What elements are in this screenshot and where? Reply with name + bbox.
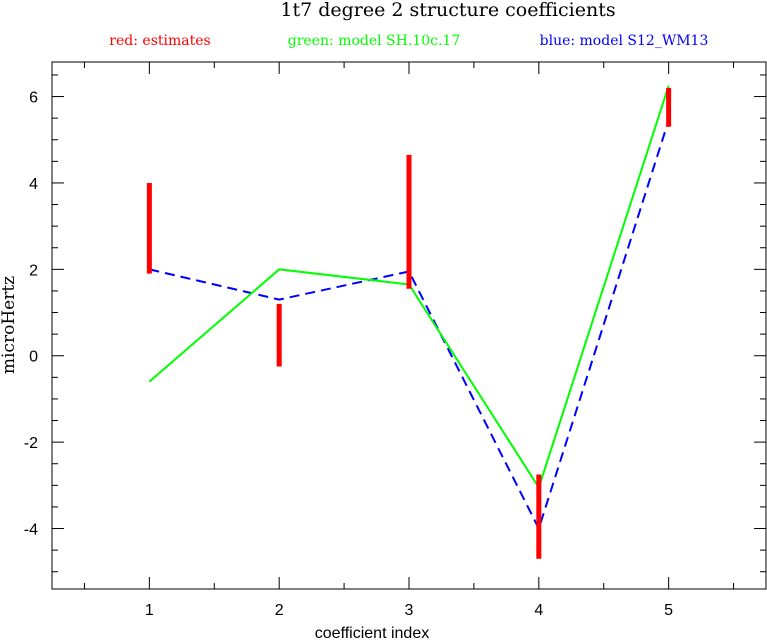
- axis-ticks: [52, 62, 766, 589]
- plot-frame: [51, 61, 767, 590]
- y-tick-label: 0: [29, 349, 38, 366]
- legend-green: green: model SH.10c.17: [288, 33, 460, 49]
- blue-model-line: [149, 120, 670, 532]
- series-blue-line: [149, 120, 670, 532]
- y-tick-label: 6: [29, 90, 38, 107]
- chart-title: 1t7 degree 2 structure coefficients: [280, 0, 615, 21]
- y-tick-label: 2: [29, 262, 38, 279]
- x-tick-label: 1: [145, 602, 154, 619]
- y-tick-label: -4: [24, 522, 38, 539]
- x-tick-label: 2: [275, 602, 284, 619]
- x-tick-label: 4: [534, 602, 543, 619]
- y-tick-label: -2: [24, 435, 38, 452]
- x-tick-labels: 1 2 3 4 5: [145, 602, 673, 619]
- y-tick-label: 4: [29, 176, 38, 193]
- x-tick-label: 3: [405, 602, 414, 619]
- legend-blue: blue: model S12_WM13: [540, 33, 709, 49]
- series-red-errorbars: [146, 87, 672, 559]
- x-axis-label: coefficient index: [315, 625, 429, 641]
- y-tick-labels: -4 -2 0 2 4 6: [24, 90, 38, 539]
- y-axis-label: microHertz: [0, 276, 19, 374]
- x-tick-label: 5: [664, 602, 673, 619]
- legend-red: red: estimates: [109, 33, 210, 49]
